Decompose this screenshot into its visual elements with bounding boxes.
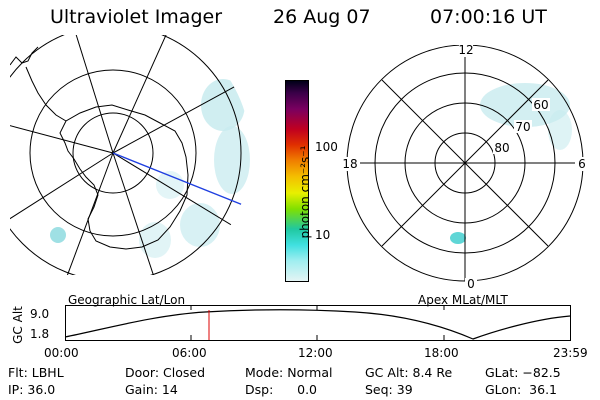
mlt-label-18: 18 [342,157,357,171]
sequence-status: Seq: 39 [365,382,413,397]
geographic-grid-label: Geographic Lat/Lon [68,293,186,307]
antarctic-peninsula [25,66,67,122]
mode-status: Mode: Normal [245,365,333,380]
apex-grid-label: Apex MLat/MLT [418,293,508,307]
filter-status: Flt: LBHL [8,365,64,380]
time-tick-1200: 12:00 [298,346,333,360]
time-tick-0600: 06:00 [172,346,207,360]
time-tick-1800: 18:00 [424,346,459,360]
geographic-polar-map [10,35,251,275]
image-time: 07:00:16 UT [430,6,547,28]
mlt-label-6: 6 [578,157,586,171]
mlat-label-70: 70 [515,120,530,134]
intensity-colorbar [285,80,309,282]
colorbar-tick-100: 100 [315,140,338,154]
time-tick-2359: 23:59 [553,346,588,360]
altitude-tick-bottom: 1.8 [30,327,50,341]
altitude-strip-plot [65,305,571,341]
apex-polar-plot: 12 6 0 18 60 70 80 [340,45,589,290]
mlt-label-0: 0 [467,277,475,290]
colorbar-unit-label: photon cm⁻²s⁻¹ [298,145,312,239]
mlt-label-12: 12 [458,45,473,57]
gc-altitude-status: GC Alt: 8.4 Re [365,365,453,380]
ip-status: IP: 36.0 [8,382,56,397]
image-date: 26 Aug 07 [273,6,371,28]
instrument-title: Ultraviolet Imager [50,6,223,28]
dsp-status: Dsp: 0.0 [245,382,318,397]
time-tick-0000: 00:00 [44,346,79,360]
gain-status: Gain: 14 [125,382,178,397]
mlat-label-80: 80 [494,141,509,155]
geo-latitude-status: GLat: −82.5 [485,365,561,380]
altitude-curve [65,309,571,340]
south-america-tip [10,46,39,66]
altitude-tick-top: 9.0 [30,307,50,321]
colorbar-tick-10: 10 [315,228,331,242]
magnetic-meridian-line [112,152,249,208]
mlat-label-60: 60 [533,98,548,112]
altitude-axis-label: GC Alt [11,306,25,344]
antarctica-coastline [59,104,189,250]
door-status: Door: Closed [125,365,206,380]
geo-longitude-status: GLon: 36.1 [485,382,557,397]
